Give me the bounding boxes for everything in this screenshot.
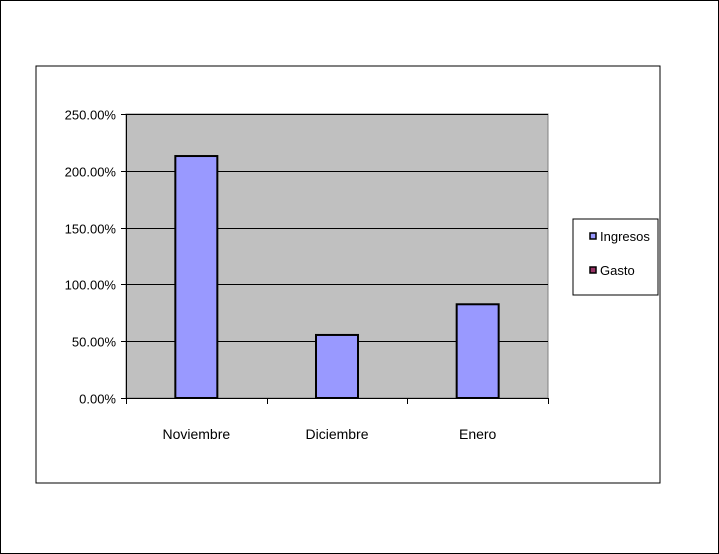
- y-tick-label: 100.00%: [65, 278, 117, 293]
- y-tick-label: 250.00%: [65, 108, 117, 123]
- y-tick-label: 150.00%: [65, 222, 117, 237]
- bars: [174, 155, 500, 399]
- x-axis: Noviembre Diciembre Enero: [126, 398, 549, 442]
- x-tick-label: Diciembre: [305, 426, 368, 442]
- y-tick-label: 0.00%: [79, 392, 116, 407]
- bar-ingresos-enero: [455, 303, 500, 399]
- y-tick-label: 50.00%: [72, 335, 117, 350]
- legend-box: [572, 218, 659, 296]
- legend-label-gasto: Gasto: [600, 263, 635, 278]
- y-tick-label: 200.00%: [65, 165, 117, 180]
- x-tick-label: Noviembre: [162, 426, 230, 442]
- bar-ingresos-noviembre: [174, 155, 219, 399]
- y-axis: 0.00% 50.00% 100.00% 150.00% 200.00% 250.00%: [65, 108, 127, 407]
- legend-swatch-gasto: [589, 266, 597, 274]
- legend-label-ingresos: Ingresos: [600, 229, 650, 244]
- bar-ingresos-diciembre: [315, 333, 359, 399]
- legend-swatch-ingresos: [589, 232, 597, 240]
- x-tick-label: Enero: [459, 426, 497, 442]
- legend: Ingresos Gasto: [572, 218, 659, 296]
